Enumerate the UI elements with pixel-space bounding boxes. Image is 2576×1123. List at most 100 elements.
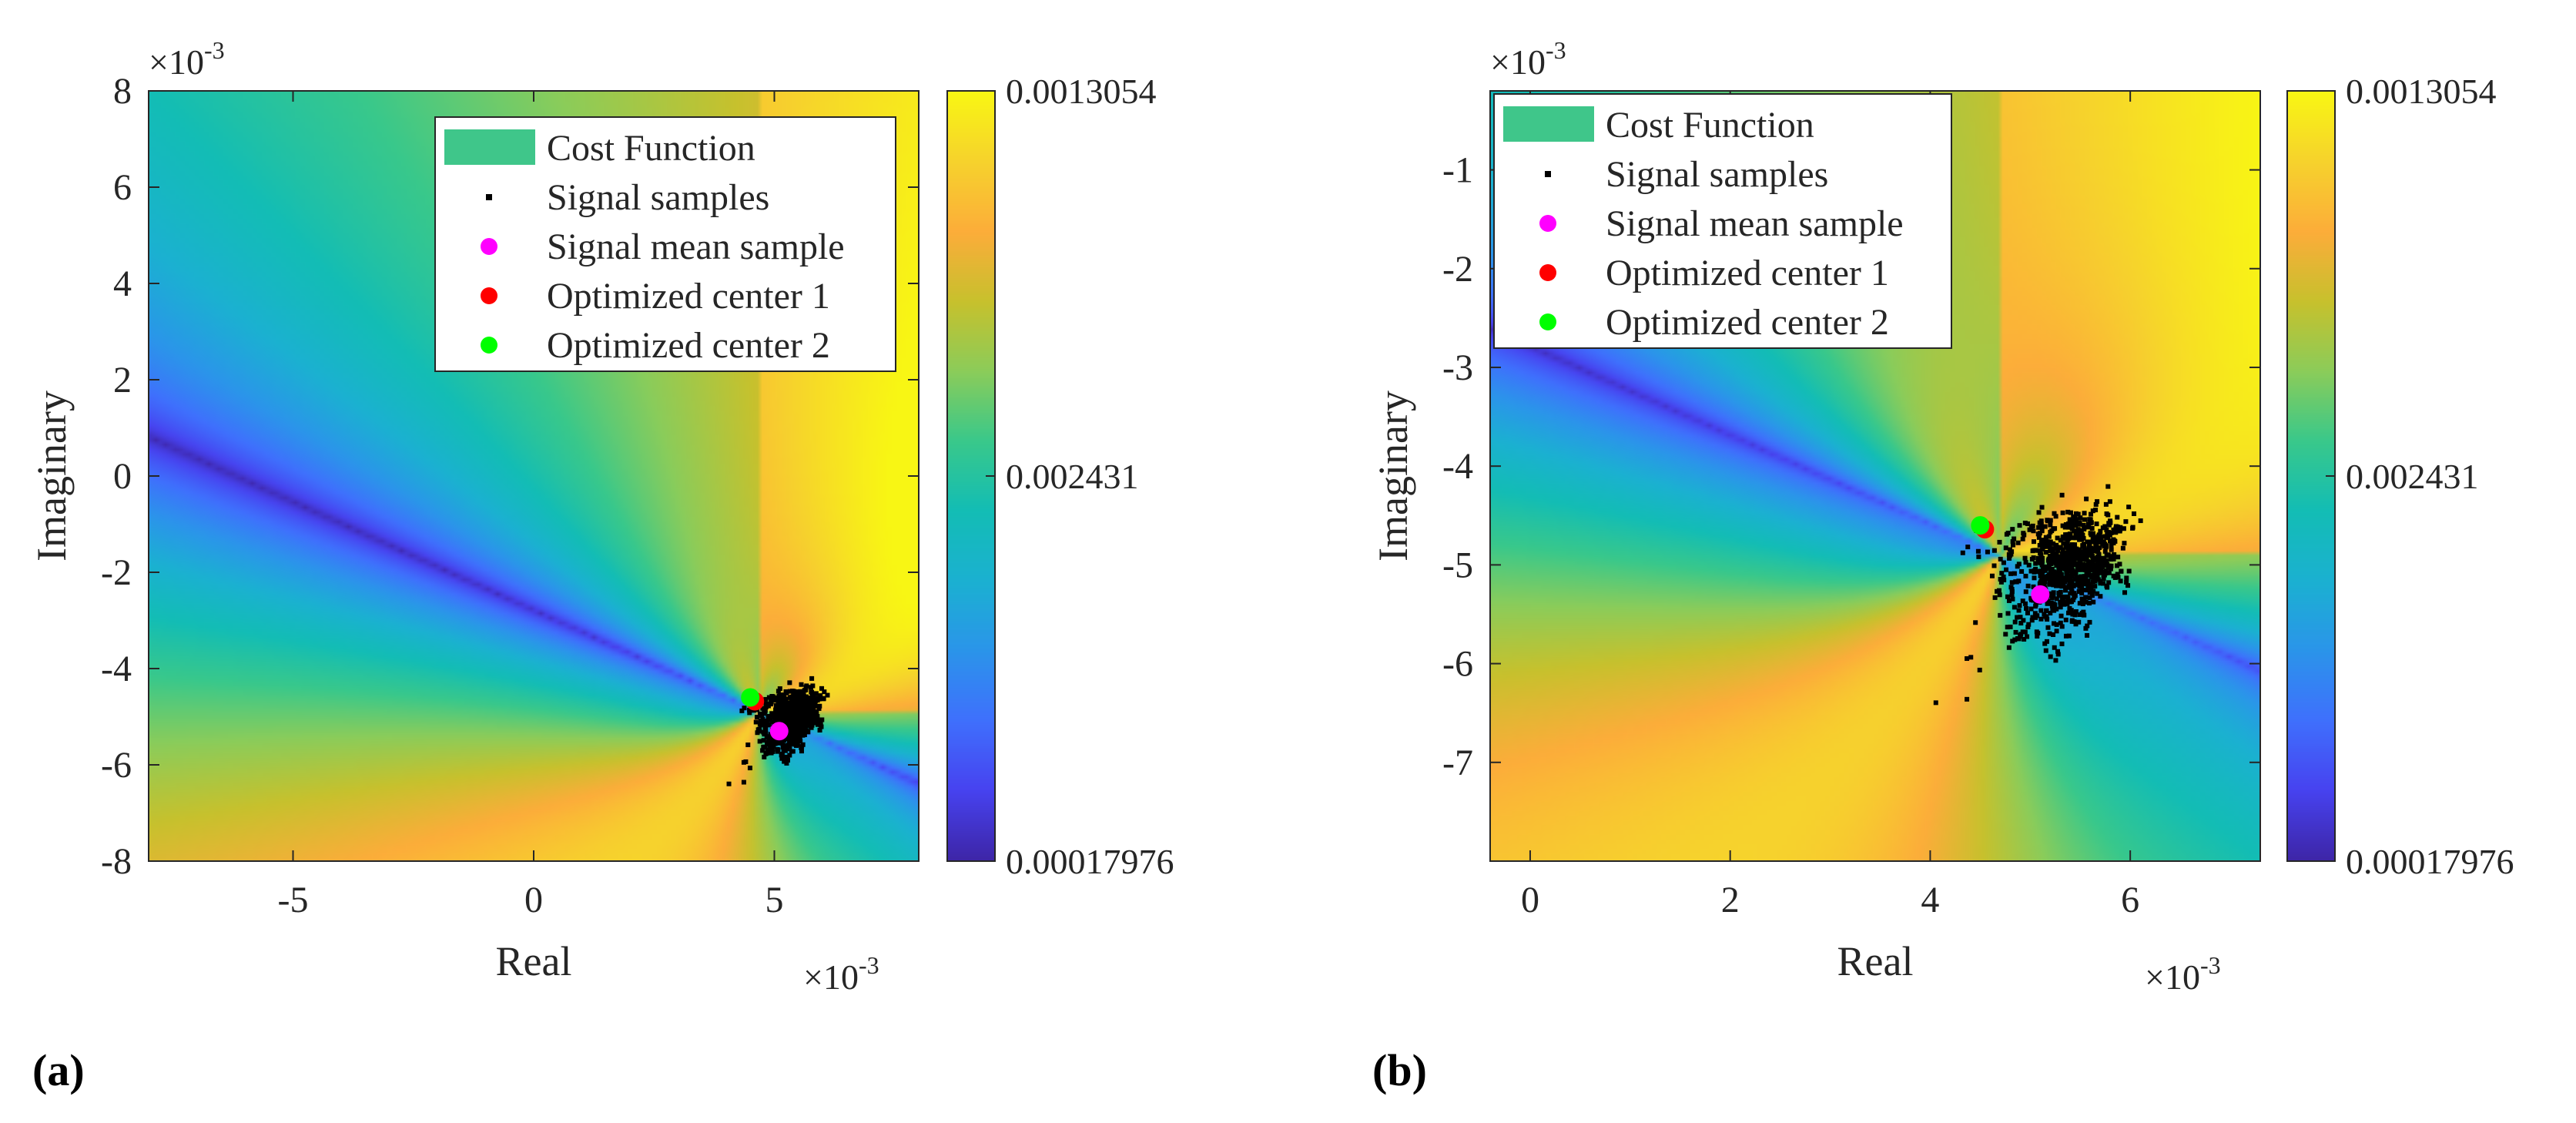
signal-sample-point: [2025, 583, 2031, 588]
signal-sample-point: [2058, 613, 2064, 618]
signal-sample-point: [2083, 574, 2089, 579]
y-axis-label: Imaginary: [28, 391, 75, 562]
signal-sample-point: [775, 747, 781, 753]
signal-sample-point: [801, 706, 806, 712]
signal-sample-point: [2085, 632, 2090, 638]
signal-sample-point: [2051, 546, 2056, 551]
signal-sample-point: [2050, 608, 2055, 613]
signal-sample-point: [2039, 558, 2045, 564]
signal-sample-point: [2077, 584, 2082, 589]
signal-sample-point: [796, 739, 801, 744]
signal-sample-point: [2097, 565, 2102, 570]
signal-sample-point: [2069, 564, 2075, 569]
signal-sample-point: [2086, 524, 2092, 529]
signal-sample-point: [2027, 527, 2032, 532]
signal-sample-point: [2028, 606, 2034, 612]
signal-sample-point: [1999, 571, 2005, 576]
signal-sample-point: [769, 719, 775, 725]
signal-sample-point: [802, 711, 808, 716]
y-tick-label: 8: [113, 71, 132, 112]
signal-sample-point: [2062, 555, 2067, 561]
signal-sample-point: [2033, 615, 2038, 620]
signal-sample-point: [2010, 527, 2015, 532]
signal-sample-point: [2074, 556, 2079, 562]
legend-label: Signal samples: [547, 177, 769, 218]
signal-sample-point: [2089, 525, 2095, 531]
signal-sample-point: [2031, 539, 2036, 545]
signal-sample-point: [2032, 611, 2038, 616]
signal-sample-point: [2069, 546, 2075, 551]
signal-sample-point: [765, 703, 771, 709]
signal-sample-point: [2085, 585, 2091, 590]
signal-sample-point: [2048, 591, 2054, 596]
signal-sample-point: [765, 747, 770, 753]
panel-a: -5 0 5 -8 -6 -4 -2 0 2 4 6 8 Real Imaginary ×10-3 ×10-3…: [28, 36, 1174, 997]
signal-sample-point: [2072, 562, 2077, 567]
signal-sample-point: [796, 699, 801, 705]
x-tick-label: 0: [1521, 880, 1539, 920]
signal-sample-point: [1995, 588, 2000, 594]
signal-sample-point: [2009, 588, 2015, 594]
signal-sample-point: [2052, 511, 2057, 516]
signal-sample-point: [2022, 521, 2028, 526]
signal-sample-point: [2118, 578, 2123, 584]
legend-label: Optimized center 1: [547, 276, 830, 317]
signal-sample-point: [2046, 534, 2052, 539]
signal-sample-point: [2087, 541, 2092, 547]
signal-sample-point: [787, 753, 792, 758]
signal-sample-point: [2104, 511, 2109, 517]
signal-sample-point: [2047, 631, 2052, 636]
signal-sample-point: [2069, 551, 2074, 557]
signal-sample-point: [2094, 541, 2099, 547]
signal-sample-point: [2017, 603, 2022, 608]
signal-sample-point: [788, 703, 793, 709]
signal-sample-point: [2016, 562, 2022, 567]
signal-sample-point: [2005, 611, 2011, 616]
signal-sample-point: [789, 714, 795, 719]
signal-sample-point: [819, 717, 825, 722]
signal-sample-point: [2042, 566, 2047, 572]
legend-swatch-cost-function: [1503, 106, 1594, 142]
legend-label: Signal samples: [1606, 154, 1828, 195]
signal-sample-point: [784, 690, 789, 696]
signal-sample-point: [747, 710, 752, 716]
signal-sample-point: [2054, 629, 2059, 634]
y-tick-label: -6: [101, 745, 132, 786]
signal-sample-point: [1997, 592, 2002, 598]
signal-sample-point: [1965, 545, 1971, 550]
signal-sample-point: [2089, 554, 2095, 559]
signal-sample-point: [755, 730, 760, 736]
signal-sample-point: [803, 707, 809, 712]
signal-sample-point: [2026, 562, 2032, 568]
signal-sample-point: [2118, 525, 2123, 530]
signal-sample-point: [2061, 581, 2066, 586]
signal-sample-point: [761, 744, 766, 749]
signal-sample-point: [2033, 548, 2038, 553]
signal-sample-point: [813, 691, 819, 696]
signal-sample-point: [2101, 576, 2106, 582]
signal-sample-point: [2101, 581, 2106, 586]
signal-sample-point: [2075, 562, 2080, 567]
signal-sample-point: [2084, 571, 2089, 576]
colorbar-tick-label: 0.00017976: [1006, 842, 1174, 881]
signal-sample-point: [2052, 554, 2058, 559]
signal-sample-point: [2069, 608, 2074, 613]
signal-sample-point: [776, 705, 782, 710]
signal-sample-point: [2111, 527, 2116, 532]
signal-sample-point: [2035, 630, 2041, 635]
signal-sample-point: [810, 683, 816, 689]
signal-sample-point: [799, 682, 804, 687]
signal-sample-point: [818, 720, 823, 726]
signal-sample-point: [2055, 557, 2060, 562]
signal-sample-point: [2055, 570, 2061, 575]
signal-sample-point: [2075, 527, 2081, 532]
signal-sample-point: [2111, 573, 2116, 578]
signal-sample-point: [2058, 600, 2063, 605]
signal-sample-point: [2039, 572, 2045, 578]
signal-sample-point: [2066, 633, 2072, 639]
signal-sample-point: [2013, 629, 2018, 635]
signal-sample-point: [790, 694, 796, 699]
signal-sample-point: [761, 738, 766, 743]
signal-sample-point: [2065, 509, 2071, 515]
signal-sample-point: [806, 702, 811, 708]
